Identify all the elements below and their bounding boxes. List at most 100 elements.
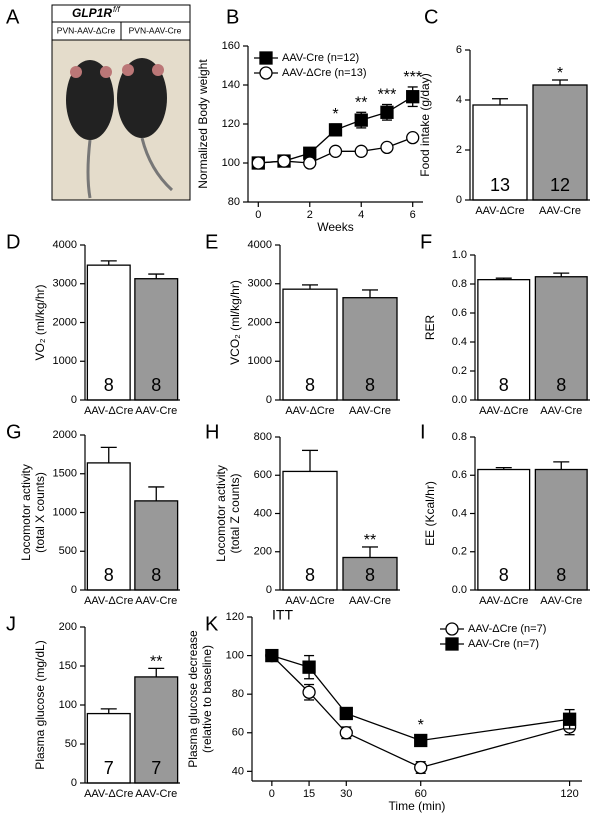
n-label: 8 (305, 375, 315, 395)
significance: ** (355, 95, 367, 112)
y-tick-label: 0 (266, 584, 272, 596)
y-tick-label: 4 (456, 94, 462, 106)
bar (477, 468, 531, 591)
x-tick-label: 2 (307, 209, 313, 221)
marker (277, 154, 291, 168)
panel-letter: A (6, 6, 20, 28)
y-tick-label: 120 (222, 118, 240, 130)
n-label: 8 (305, 565, 315, 585)
y-tick-label: 800 (254, 431, 272, 443)
y-axis-label: (relative to baseline) (200, 645, 214, 753)
x-tick-label: AAV-Cre (135, 788, 177, 800)
legend-marker (259, 51, 273, 65)
n-label: 8 (151, 565, 161, 585)
marker (406, 90, 420, 104)
x-tick-label: 120 (560, 788, 578, 800)
legend-marker (445, 622, 459, 636)
panel-letter: E (205, 231, 218, 253)
marker (414, 760, 428, 775)
y-tick-label: 80 (232, 688, 244, 700)
legend-marker (259, 66, 273, 80)
y-tick-label: 150 (59, 660, 77, 672)
x-tick-label: AAV-ΔCre (479, 405, 528, 417)
marker (251, 156, 265, 170)
x-tick-label: AAV-Cre (135, 595, 177, 607)
bar (472, 104, 528, 201)
bar (342, 556, 398, 591)
y-tick-label: 60 (232, 727, 244, 739)
x-tick-label: 60 (415, 788, 427, 800)
n-label: 8 (104, 565, 114, 585)
y-tick-label: 0.0 (452, 584, 467, 596)
marker (328, 144, 343, 158)
significance: * (557, 65, 563, 82)
y-tick-label: 6 (456, 44, 462, 56)
y-axis-label: (total X counts) (33, 472, 47, 553)
panel-letter: F (420, 231, 432, 253)
y-tick-label: 160 (222, 40, 240, 52)
y-axis-label: VO₂ (ml/kg/hr) (33, 285, 47, 361)
marker (339, 706, 353, 721)
legend-label: AAV-Cre (n=12) (282, 52, 359, 64)
y-tick-label: 0.2 (452, 365, 467, 377)
panel-letter: J (6, 613, 16, 635)
panel-letter: B (226, 6, 239, 28)
y-tick-label: 0.2 (452, 546, 467, 558)
y-tick-label: 0 (71, 777, 77, 789)
x-tick-label: 6 (410, 209, 416, 221)
header: GLP1R (72, 6, 112, 20)
y-axis-label: EE (Kcal/hr) (423, 481, 437, 546)
x-tick-label: AAV-Cre (539, 205, 581, 217)
y-tick-label: 1500 (53, 468, 77, 480)
y-axis-label: (total Z counts) (228, 473, 242, 553)
significance: *** (378, 87, 397, 104)
bar (86, 712, 131, 784)
y-tick-label: 0 (456, 194, 462, 206)
x-tick-label: AAV-ΔCre (84, 595, 133, 607)
group-label: PVN-AAV-ΔCre (57, 25, 116, 35)
bar (86, 264, 131, 401)
x-tick-label: 15 (303, 788, 315, 800)
n-label: 8 (499, 565, 509, 585)
panel-letter: C (424, 6, 438, 28)
legend-label: AAV-ΔCre (n=7) (468, 623, 546, 635)
bar (282, 288, 338, 401)
bar (532, 84, 588, 201)
x-axis-label: Time (min) (389, 799, 446, 813)
y-tick-label: 0.0 (452, 394, 467, 406)
y-tick-label: 100 (226, 649, 244, 661)
x-tick-label: AAV-ΔCre (479, 595, 528, 607)
y-axis-label: Plasma glucose (mg/dL) (33, 640, 47, 769)
y-tick-label: 2000 (53, 429, 77, 441)
bar (134, 676, 179, 784)
panel-letter: G (6, 421, 22, 443)
y-tick-label: 3000 (248, 278, 272, 290)
y-tick-label: 0 (71, 394, 77, 406)
y-axis-label: Food intake (g/day) (418, 73, 432, 176)
marker (302, 685, 316, 699)
x-tick-label: 4 (358, 209, 364, 221)
legend-label: AAV-ΔCre (n=13) (282, 67, 366, 79)
bar (477, 278, 531, 401)
significance: ** (150, 654, 162, 671)
y-tick-label: 2000 (248, 316, 272, 328)
legend-label: AAV-Cre (n=7) (468, 638, 539, 650)
series-line (271, 655, 570, 769)
n-label: 7 (104, 758, 114, 778)
y-tick-label: 50 (65, 738, 77, 750)
x-tick-label: AAV-ΔCre (285, 595, 334, 607)
group-label: PVN-AAV-Cre (129, 25, 182, 35)
x-tick-label: AAV-Cre (349, 405, 391, 417)
y-tick-label: 100 (222, 157, 240, 169)
y-axis-label: VCO₂ (ml/kg/hr) (228, 280, 242, 365)
panel-letter: I (420, 421, 426, 443)
y-tick-label: 1.0 (452, 249, 467, 261)
y-tick-label: 120 (226, 611, 244, 623)
subtitle: ITT (272, 607, 293, 623)
bar (534, 468, 588, 591)
legend-marker (445, 637, 459, 651)
marker (380, 105, 394, 119)
marker (302, 660, 316, 674)
y-tick-label: 2000 (53, 316, 77, 328)
marker (562, 712, 577, 726)
